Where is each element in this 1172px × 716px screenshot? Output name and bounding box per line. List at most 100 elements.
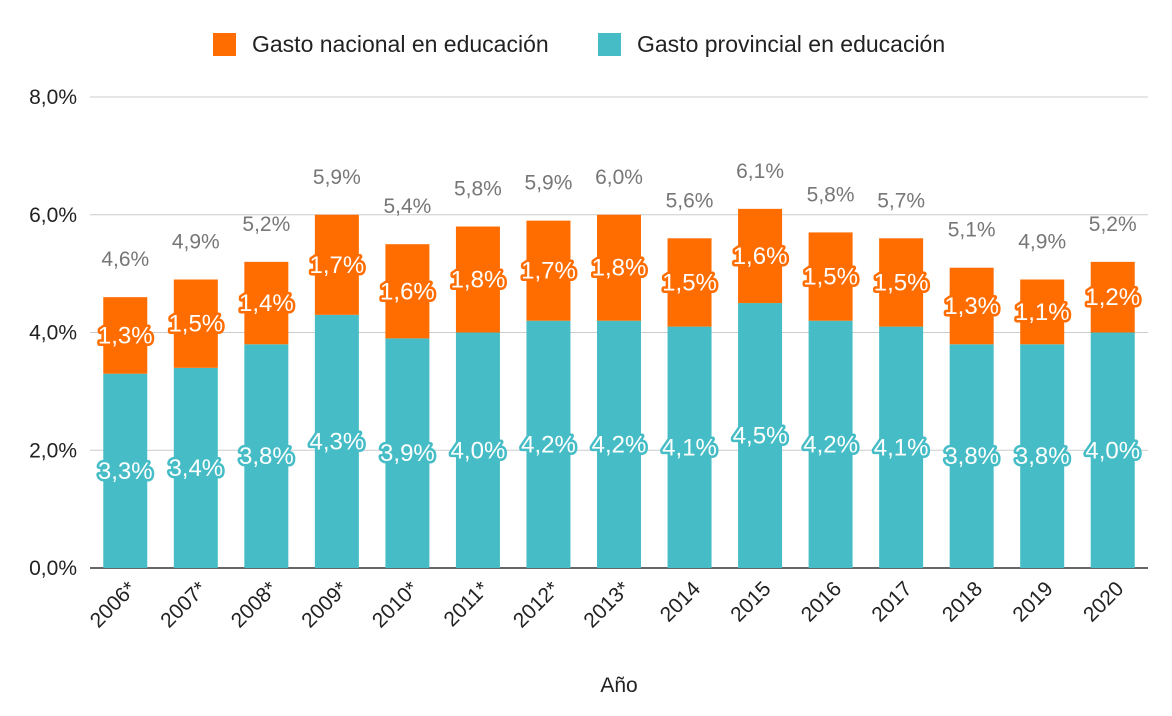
label-nacional: 1,8%	[592, 255, 647, 282]
label-provincial: 3,9%	[380, 440, 435, 467]
label-provincial: 4,0%	[1085, 437, 1140, 464]
label-provincial: 3,3%	[98, 458, 153, 485]
bar-nacional	[455, 226, 500, 333]
label-nacional: 1,8%	[451, 267, 506, 294]
label-provincial: 4,3%	[310, 428, 365, 455]
label-total: 4,9%	[172, 231, 220, 254]
label-total: 5,2%	[1089, 213, 1137, 236]
bar-provincial	[244, 344, 289, 568]
label-nacional: 1,5%	[874, 269, 929, 296]
bar-nacional	[1090, 261, 1135, 333]
bar-nacional	[244, 261, 289, 345]
y-tick-label: 0,0%	[29, 557, 77, 580]
bar-provincial	[314, 314, 359, 568]
label-nacional: 1,4%	[239, 290, 294, 317]
label-total: 6,1%	[736, 160, 784, 183]
x-tick-label: 2014	[656, 577, 706, 627]
label-total: 5,8%	[454, 178, 502, 201]
label-total: 5,1%	[948, 219, 996, 242]
label-nacional: 1,6%	[380, 278, 435, 305]
legend-label-1: Gasto provincial en educación	[637, 31, 945, 57]
label-nacional: 1,6%	[733, 243, 788, 270]
label-provincial: 4,2%	[592, 431, 647, 458]
label-total: 4,6%	[101, 248, 149, 271]
label-provincial: 3,8%	[1015, 443, 1070, 470]
y-tick-label: 4,0%	[29, 322, 77, 345]
label-provincial: 4,2%	[521, 431, 576, 458]
label-nacional: 1,3%	[944, 293, 999, 320]
bar-nacional	[879, 238, 924, 327]
legend-swatch-1	[598, 33, 621, 56]
bar-provincial	[738, 303, 783, 568]
bar-provincial	[103, 373, 148, 568]
bar-nacional	[173, 279, 218, 368]
bar-nacional	[526, 220, 571, 321]
x-tick-label: 2012*	[509, 577, 564, 632]
label-provincial: 3,8%	[944, 443, 999, 470]
x-tick-label: 2020	[1079, 577, 1128, 626]
x-tick-label: 2008*	[227, 577, 282, 632]
y-tick-label: 6,0%	[29, 204, 77, 227]
bar-nacional	[314, 214, 359, 315]
bar-provincial	[1090, 332, 1135, 568]
bar-provincial	[526, 320, 571, 568]
label-total: 5,8%	[807, 183, 855, 206]
x-tick-label: 2007*	[156, 577, 211, 632]
bar-nacional	[738, 208, 783, 304]
legend-swatch-0	[213, 33, 236, 56]
label-nacional: 1,5%	[662, 269, 717, 296]
x-tick-label: 2015	[726, 577, 775, 626]
label-provincial: 4,2%	[803, 431, 858, 458]
x-axis-title: Año	[600, 674, 637, 697]
y-tick-label: 2,0%	[29, 439, 77, 462]
data-labels: 3,3% 1,3% 4,6% 3,4% 1,5% 4,9% 3,8% 1,4% 5,2% 4,3%…	[95, 160, 1142, 487]
bar-provincial	[879, 326, 924, 568]
label-total: 5,7%	[877, 189, 925, 212]
bars	[103, 208, 1135, 568]
label-total: 5,6%	[666, 189, 714, 212]
label-total: 4,9%	[1018, 231, 1066, 254]
x-tick-label: 2016	[797, 577, 846, 626]
label-provincial: 3,8%	[239, 443, 294, 470]
bar-nacional	[667, 238, 712, 327]
y-tick-label: 8,0%	[29, 86, 77, 109]
x-tick-label: 2006*	[86, 577, 141, 632]
bar-provincial	[1020, 344, 1065, 568]
label-total: 5,4%	[383, 195, 431, 218]
bar-provincial	[949, 344, 994, 568]
bar-nacional	[103, 297, 148, 374]
bar-provincial	[597, 320, 641, 568]
bar-provincial	[667, 326, 712, 568]
bar-provincial	[385, 338, 430, 568]
label-nacional: 1,3%	[98, 322, 153, 349]
bar-provincial	[455, 332, 500, 568]
x-tick-label: 2011*	[439, 577, 493, 631]
bar-nacional	[385, 244, 430, 339]
x-tick-label: 2019	[1008, 577, 1057, 626]
label-nacional: 1,7%	[521, 258, 576, 285]
x-tick-label: 2013*	[579, 577, 634, 632]
label-total: 6,0%	[595, 166, 643, 189]
bar-nacional	[1020, 279, 1065, 345]
bar-provincial	[173, 367, 218, 568]
label-total: 5,9%	[313, 166, 361, 189]
label-provincial: 4,1%	[874, 434, 929, 461]
bar-nacional	[597, 214, 641, 321]
label-nacional: 1,5%	[803, 264, 858, 291]
label-provincial: 4,5%	[733, 423, 788, 450]
x-tick-label: 2017	[867, 577, 916, 626]
label-nacional: 1,5%	[168, 311, 223, 338]
bar-nacional	[808, 232, 853, 321]
x-axis-ticks: 2006* 2007* 2008* 2009* 2010* 2011* 2012* 2013*…	[86, 577, 1129, 632]
label-provincial: 4,0%	[451, 437, 506, 464]
x-tick-label: 2010*	[368, 577, 423, 632]
label-total: 5,2%	[242, 213, 290, 236]
legend: Gasto nacional en educación Gasto provinc…	[213, 31, 945, 57]
label-provincial: 3,4%	[168, 455, 223, 482]
x-tick-label: 2009*	[297, 577, 352, 632]
label-provincial: 4,1%	[662, 434, 717, 461]
bar-nacional	[949, 267, 994, 345]
x-tick-label: 2018	[938, 577, 987, 626]
